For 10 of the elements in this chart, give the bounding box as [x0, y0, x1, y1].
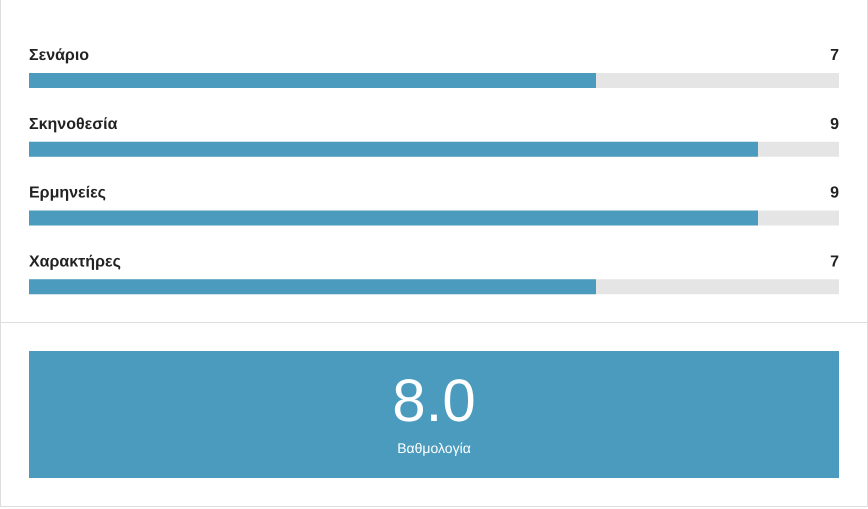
text: 8.0 [392, 367, 476, 434]
data-label: 9 [830, 184, 840, 202]
text: Βαθμολογία [397, 440, 471, 456]
data-label: 7 [830, 253, 840, 270]
y-tick-label: Ερμηνείες [29, 184, 106, 202]
y-tick-label: Σενάριο [29, 47, 90, 64]
data-label: 7 [830, 47, 840, 64]
y-tick-label: Χαρακτήρες [29, 253, 121, 270]
data-label: 9 [830, 116, 840, 133]
y-tick-label: Σκηνοθεσία [29, 116, 118, 133]
